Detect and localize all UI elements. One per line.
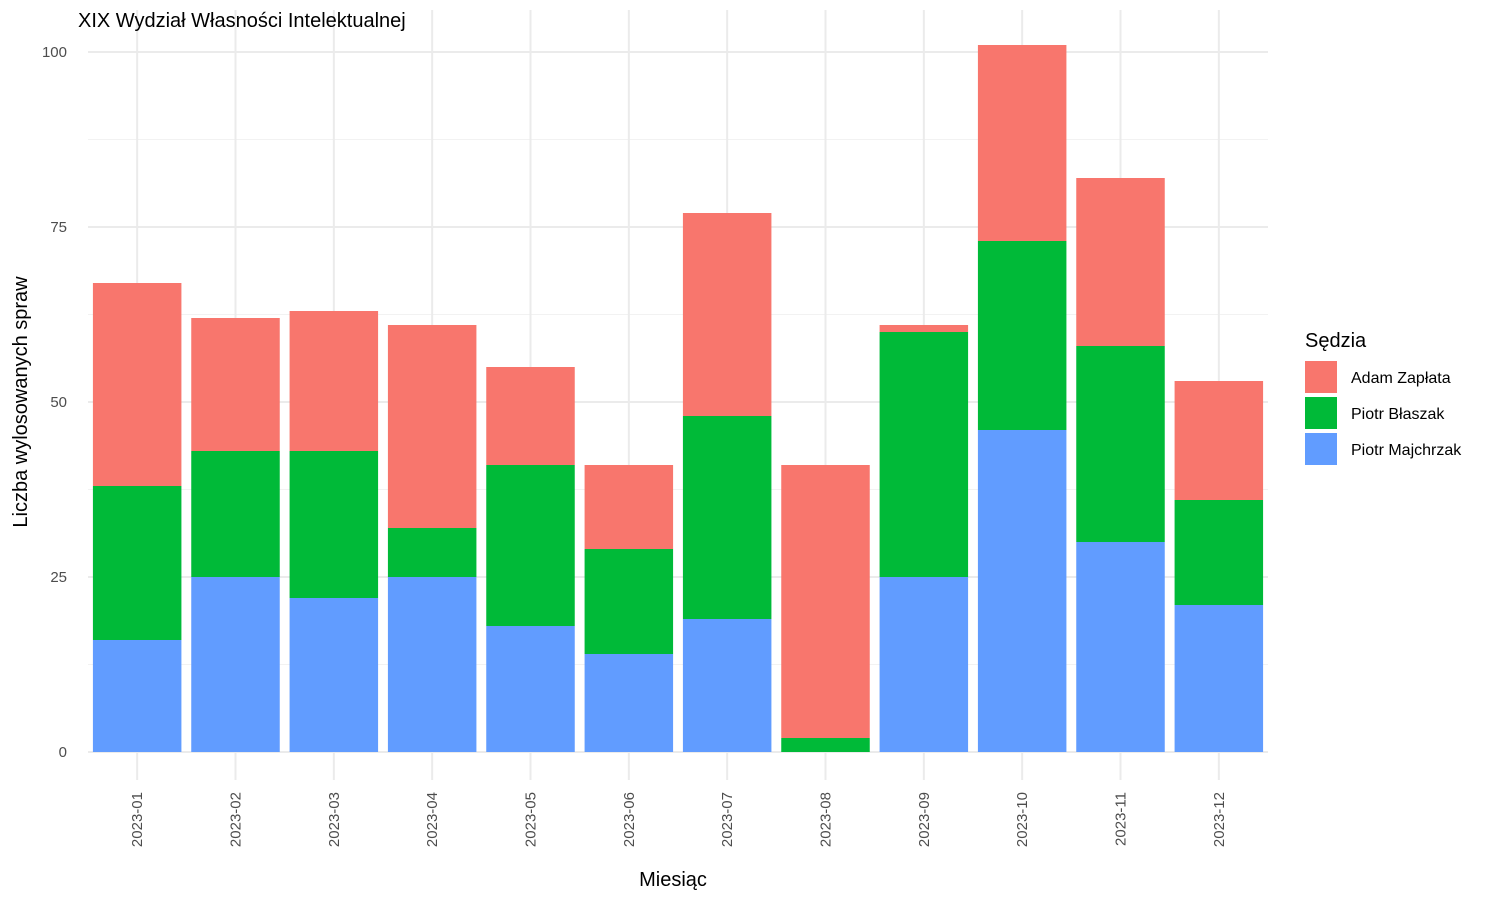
y-tick-label: 50 xyxy=(50,394,67,411)
bar-segment xyxy=(682,213,772,416)
x-tick-label: 2023-02 xyxy=(228,792,245,847)
y-axis-title: Liczba wylosowanych spraw xyxy=(10,276,32,528)
legend-key xyxy=(1305,433,1337,465)
bar-segment xyxy=(387,325,477,528)
x-tick-label: 2023-01 xyxy=(129,792,146,847)
bar-segment xyxy=(1076,542,1165,752)
bar-segment xyxy=(1174,605,1264,752)
legend-label: Piotr Błaszak xyxy=(1351,406,1445,423)
x-tick-label: 2023-09 xyxy=(916,792,933,847)
bar-segment xyxy=(879,577,969,752)
y-tick-label: 0 xyxy=(59,744,67,761)
x-tick-label: 2023-12 xyxy=(1211,792,1228,847)
bar-segment xyxy=(92,640,182,752)
y-tick-label: 25 xyxy=(50,569,67,586)
legend-label: Adam Zapłata xyxy=(1351,370,1451,387)
bar-segment xyxy=(781,738,870,752)
x-tick-label: 2023-06 xyxy=(621,792,638,847)
bar-segment xyxy=(879,325,969,332)
bar-segment xyxy=(1076,346,1165,542)
bar-segment xyxy=(486,465,575,626)
bar-segment xyxy=(387,528,477,577)
x-tick-label: 2023-05 xyxy=(523,792,540,847)
bar-segment xyxy=(92,486,182,640)
x-tick-label: 2023-10 xyxy=(1014,792,1031,847)
x-tick-label: 2023-04 xyxy=(424,792,441,847)
bar-segment xyxy=(977,430,1067,752)
legend-key xyxy=(1305,361,1337,393)
bar-segment xyxy=(191,451,280,577)
bar-segment xyxy=(289,451,379,598)
legend: Sędzia Adam Zapłata Piotr Błaszak Piotr Ma… xyxy=(1305,330,1462,465)
bar-segment xyxy=(584,654,674,752)
bar-segment xyxy=(92,283,182,486)
bar-segment xyxy=(879,332,969,577)
bar-segment xyxy=(1174,500,1264,605)
bar-segment xyxy=(584,549,674,654)
bar-segment xyxy=(289,598,379,752)
x-tick-label: 2023-03 xyxy=(326,792,343,847)
x-tick-label: 2023-11 xyxy=(1113,792,1130,846)
bar-segment xyxy=(781,465,870,738)
bar-segment xyxy=(191,577,280,752)
legend-key xyxy=(1305,397,1337,429)
bar-segment xyxy=(486,626,575,752)
y-axis: 0 25 50 75 100 xyxy=(42,44,67,761)
x-axis: 2023-01 2023-02 2023-03 2023-04 2023-05 2023-… xyxy=(129,792,1228,847)
bar-segment xyxy=(1174,381,1264,500)
bar-segment xyxy=(1076,178,1165,346)
x-tick-label: 2023-08 xyxy=(818,792,835,847)
legend-label: Piotr Majchrzak xyxy=(1351,442,1462,459)
chart-title: XIX Wydział Własności Intelektualnej xyxy=(78,10,406,32)
bar-segment xyxy=(486,367,575,465)
bar-segment xyxy=(682,619,772,752)
y-tick-label: 75 xyxy=(50,219,67,236)
x-tick-label: 2023-07 xyxy=(719,792,736,847)
bars-layer xyxy=(92,45,1264,752)
bar-segment xyxy=(977,45,1067,241)
x-axis-title: Miesiąc xyxy=(639,869,707,891)
bar-segment xyxy=(387,577,477,752)
bar-segment xyxy=(191,318,280,451)
bar-segment xyxy=(977,241,1067,430)
bar-segment xyxy=(584,465,674,549)
y-tick-label: 100 xyxy=(42,44,67,61)
bar-segment xyxy=(289,311,379,451)
legend-title: Sędzia xyxy=(1305,330,1367,352)
bar-segment xyxy=(682,416,772,619)
